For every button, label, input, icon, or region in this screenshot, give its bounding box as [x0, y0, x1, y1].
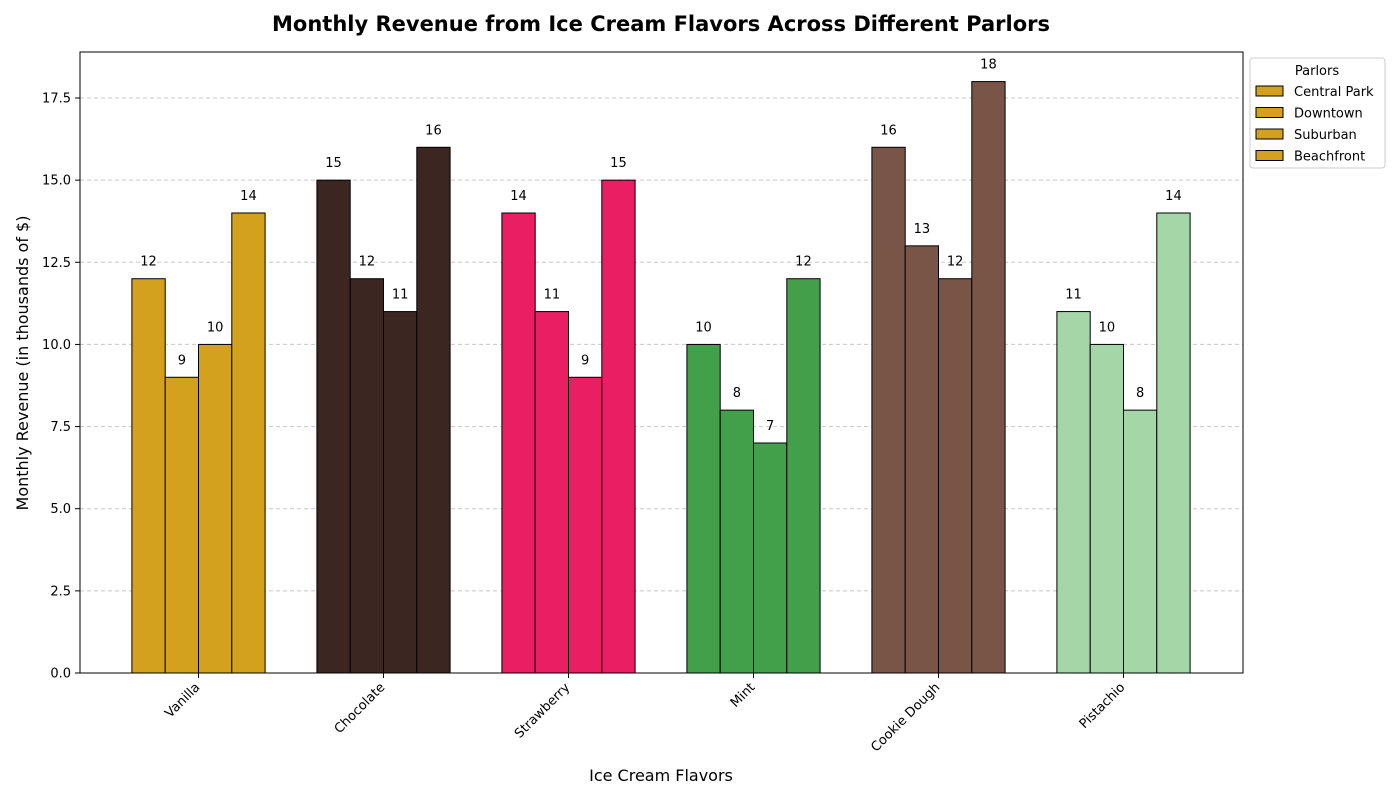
y-tick-label: 12.5 [42, 256, 71, 271]
x-tick-label: Chocolate [332, 680, 389, 737]
y-axis-label: Monthly Revenue (in thousands of $) [13, 216, 32, 511]
x-tick-label: Mint [728, 680, 759, 711]
legend-frame [1249, 57, 1386, 169]
y-tick-label: 17.5 [42, 92, 71, 107]
x-tick-label: Strawberry [512, 680, 574, 742]
y-tick-label: 5.0 [50, 502, 71, 517]
bars [131, 81, 1191, 674]
bar [416, 146, 451, 674]
bar [1089, 343, 1124, 674]
bar [719, 409, 755, 674]
bar-value-label: 14 [1165, 189, 1182, 204]
bar-value-label: 14 [240, 189, 257, 204]
bar-value-label: 12 [359, 255, 376, 270]
bar [231, 212, 266, 674]
bar-value-label: 9 [178, 353, 186, 368]
bar-value-label: 10 [695, 320, 712, 335]
x-tick-label: Cookie Dough [868, 680, 943, 755]
bar [786, 278, 821, 674]
legend-entry: Suburban [1294, 128, 1357, 143]
bar [534, 311, 570, 674]
bar [971, 81, 1006, 674]
bar-value-label: 11 [1065, 288, 1082, 303]
bar-value-label: 13 [914, 222, 931, 237]
legend-swatch [1255, 85, 1284, 97]
bar [753, 442, 788, 674]
bar [904, 245, 940, 674]
bar-value-label: 16 [880, 123, 897, 138]
bar-value-label: 10 [207, 320, 224, 335]
legend: Parlors Central Park Downtown Suburban Beac… [1249, 57, 1386, 169]
bar [568, 376, 603, 674]
bar-value-label: 12 [140, 255, 157, 270]
plot-area [79, 51, 1244, 674]
legend-entry: Downtown [1294, 107, 1363, 122]
bar-value-label: 16 [425, 123, 442, 138]
bar [316, 179, 351, 674]
bar [938, 278, 973, 674]
legend-entry: Central Park [1294, 85, 1374, 100]
bar-value-label: 12 [795, 255, 812, 270]
x-tick-label: Vanilla [162, 680, 203, 721]
chart-title: Monthly Revenue from Ice Cream Flavors A… [272, 12, 1050, 36]
y-tick-label: 10.0 [42, 338, 71, 353]
legend-swatch [1255, 150, 1284, 161]
y-tick-label: 0.0 [50, 667, 71, 682]
data-labels: 12 9 10 14 15 12 11 16 14 11 9 15 10 8 7 12 16 13 12 18 11 10… [140, 58, 1181, 434]
bar-value-label: 15 [610, 156, 627, 171]
x-axis: Vanilla Chocolate Strawberry Mint Cookie Dou… [162, 673, 1128, 755]
bar [871, 146, 906, 674]
bar-value-label: 8 [1136, 386, 1144, 401]
bar [164, 376, 199, 674]
bar-value-label: 12 [947, 255, 964, 270]
y-tick-label: 7.5 [50, 420, 71, 435]
x-tick-label: Pistachio [1077, 680, 1129, 732]
bar [1123, 409, 1158, 674]
bar-value-label: 11 [544, 288, 561, 303]
bar [1156, 212, 1191, 674]
bar-value-label: 11 [392, 288, 409, 303]
grid [80, 97, 1243, 592]
bar-value-label: 18 [980, 58, 997, 73]
bar [198, 343, 233, 674]
bar [501, 212, 536, 674]
legend-swatch [1255, 107, 1284, 118]
y-tick-label: 2.5 [50, 584, 71, 599]
legend-entry: Beachfront [1294, 150, 1365, 165]
legend-swatch [1255, 128, 1284, 140]
bar-value-label: 14 [510, 189, 527, 204]
x-axis-label: Ice Cream Flavors [589, 766, 733, 785]
bar [349, 278, 385, 674]
bar [686, 343, 721, 674]
bar [131, 278, 166, 674]
bar [383, 311, 418, 674]
bar [1056, 311, 1091, 674]
bar-value-label: 9 [581, 353, 589, 368]
bar [601, 179, 636, 674]
y-tick-label: 15.0 [42, 174, 71, 189]
bar-value-label: 15 [325, 156, 342, 171]
bar-value-label: 10 [1099, 320, 1116, 335]
y-axis: 0.0 2.5 5.0 7.5 10.0 12.5 15.0 17.5 [42, 92, 80, 682]
legend-title: Parlors [1295, 64, 1339, 79]
bar-value-label: 8 [733, 386, 741, 401]
bar-value-label: 7 [766, 419, 774, 434]
